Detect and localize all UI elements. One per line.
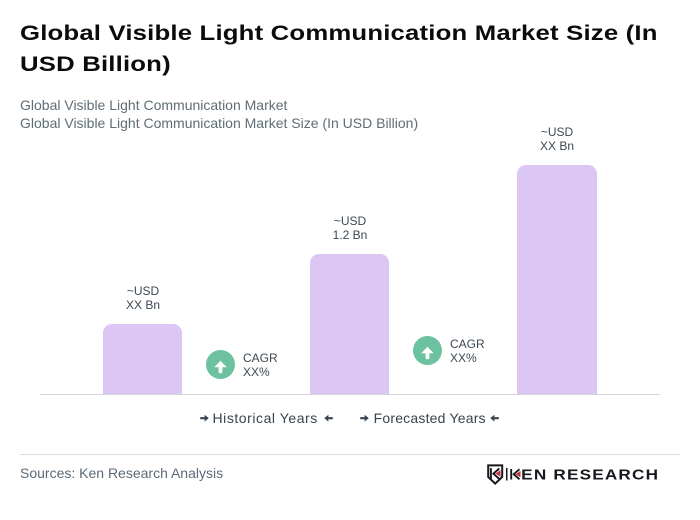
- svg-text:EN RESEARCH: EN RESEARCH: [521, 468, 659, 484]
